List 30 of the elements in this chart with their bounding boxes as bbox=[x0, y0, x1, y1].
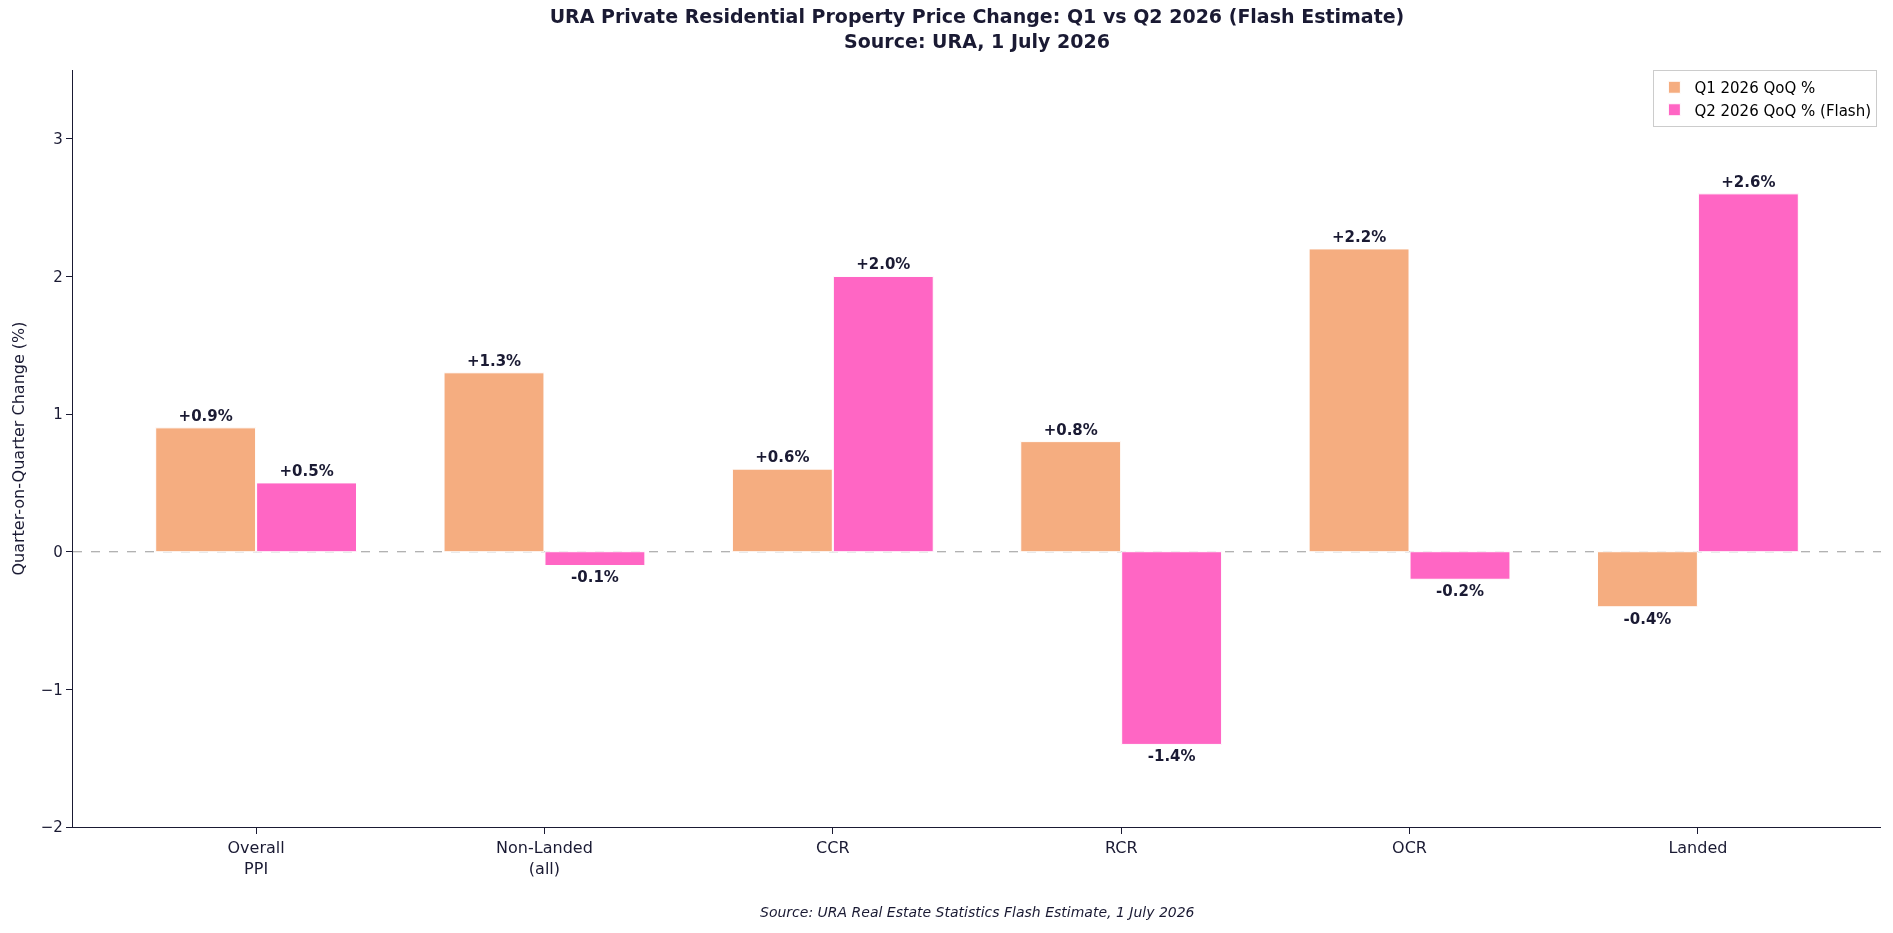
x-tick-label: RCR bbox=[1104, 838, 1138, 858]
legend-label: Q2 2026 QoQ % (Flash) bbox=[1694, 101, 1872, 120]
data-label: -0.1% bbox=[571, 568, 619, 587]
data-label: -1.4% bbox=[1147, 747, 1196, 766]
x-tick-label: Non-Landed (all) bbox=[496, 838, 593, 879]
data-label: -0.4% bbox=[1623, 609, 1672, 628]
data-label: +1.3% bbox=[466, 351, 522, 370]
data-label: +2.2% bbox=[1331, 227, 1387, 246]
data-label: +2.0% bbox=[856, 255, 911, 274]
data-label: +0.5% bbox=[279, 461, 334, 480]
data-label: +2.6% bbox=[1721, 172, 1776, 191]
x-tick-label: Overall PPI bbox=[227, 838, 285, 879]
data-label: +0.6% bbox=[755, 448, 810, 467]
chart-subtitle: Source: URA, 1 July 2026 bbox=[844, 30, 1110, 53]
x-tick-label: Landed bbox=[1668, 838, 1728, 858]
y-tick-label: 1 bbox=[53, 405, 63, 424]
x-tick-label: OCR bbox=[1392, 838, 1427, 858]
legend-label: Q1 2026 QoQ % bbox=[1694, 79, 1816, 98]
x-tick-label: CCR bbox=[816, 838, 850, 858]
y-axis-title: Quarter-on-Quarter Change (%) bbox=[8, 321, 28, 576]
source-note: Source: URA Real Estate Statistics Flash Estimate, 1 July 2026 bbox=[760, 904, 1195, 920]
data-label: +0.8% bbox=[1043, 420, 1098, 439]
y-tick-label: 2 bbox=[53, 267, 63, 286]
data-label: +0.9% bbox=[178, 406, 233, 425]
data-label: -0.2% bbox=[1436, 582, 1484, 601]
y-tick-label: 3 bbox=[53, 130, 63, 149]
y-tick-label: −1 bbox=[40, 680, 63, 699]
y-tick-label: −2 bbox=[40, 818, 63, 837]
y-tick-label: 0 bbox=[53, 542, 63, 561]
chart-title: URA Private Residential Property Price Change: Q1 vs Q2 2026 (Flash Estimate) bbox=[549, 5, 1405, 28]
